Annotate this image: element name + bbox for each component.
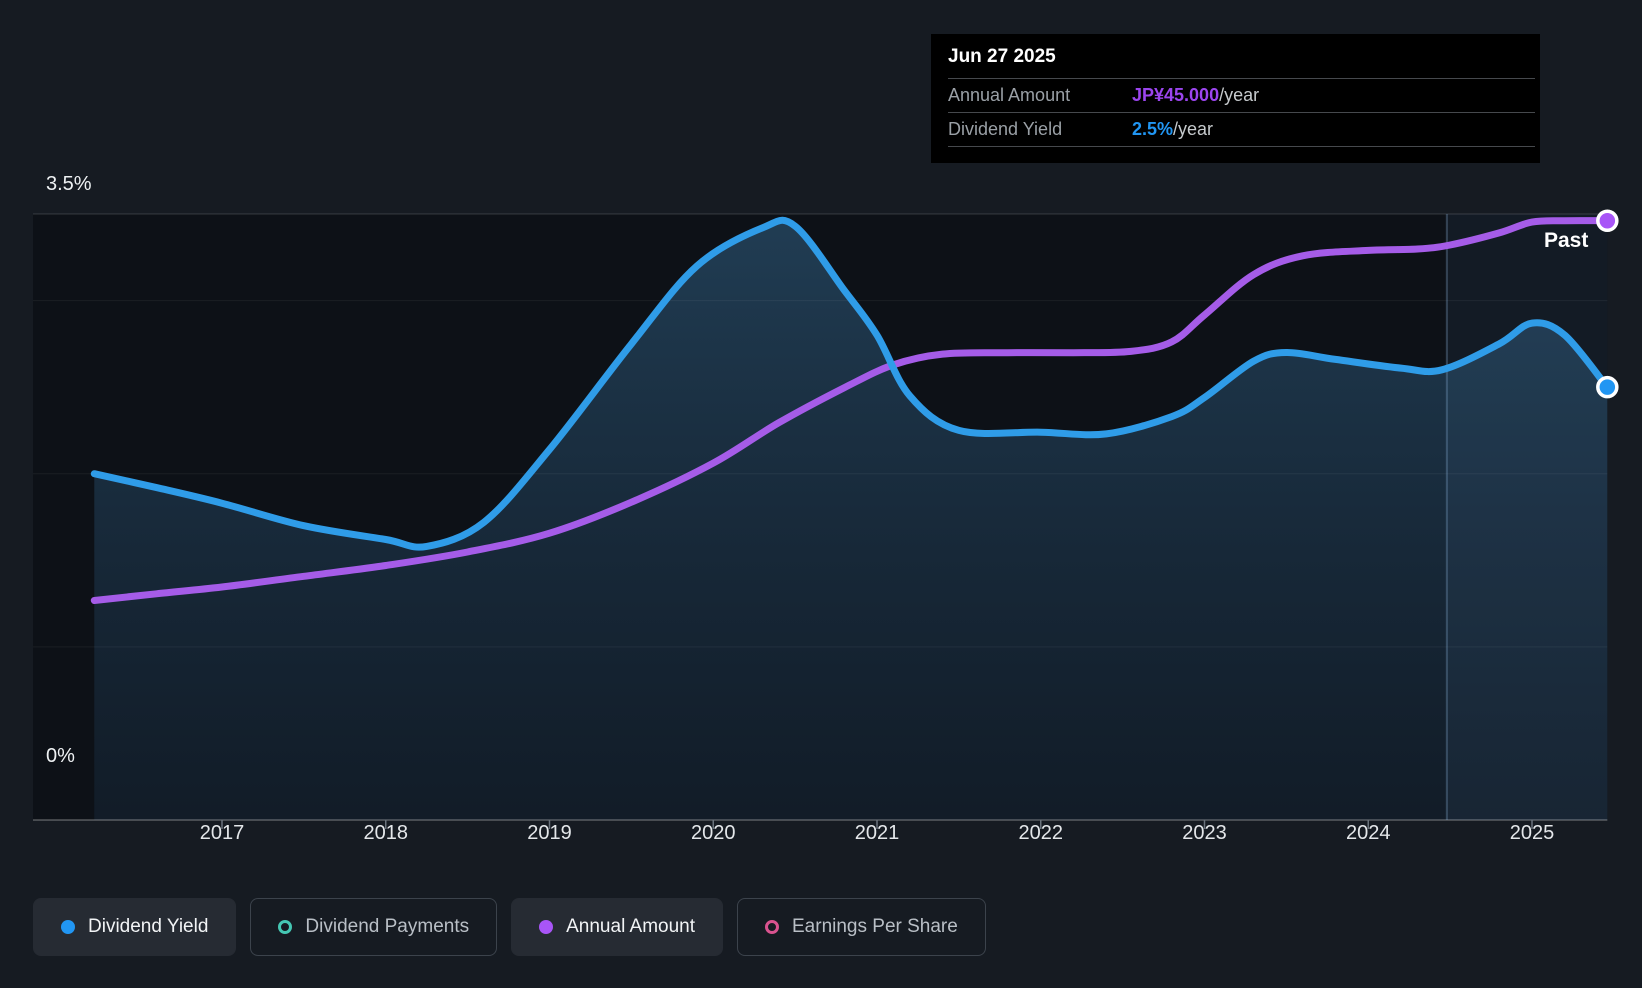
legend-button-earnings-per-share[interactable]: Earnings Per Share	[737, 898, 986, 956]
legend-button-dividend-payments[interactable]: Dividend Payments	[250, 898, 498, 956]
dividend-yield-dot-icon	[61, 920, 75, 934]
tooltip-row-unit: /year	[1219, 85, 1260, 105]
legend-label: Earnings Per Share	[792, 916, 958, 937]
dividend-yield-area	[94, 220, 1608, 820]
tooltip-row-unit: /year	[1173, 119, 1214, 139]
annual-amount-dot-icon	[539, 920, 554, 934]
past-annotation: Past	[1544, 229, 1589, 252]
chart-tooltip: Jun 27 2025 Annual Amount JP¥45.000/year D…	[931, 34, 1540, 163]
legend-label: Annual Amount	[566, 916, 695, 937]
tooltip-row-label: Dividend Yield	[948, 119, 1063, 139]
legend-button-annual-amount[interactable]: Annual Amount	[511, 898, 723, 956]
tooltip-row: Annual Amount JP¥45.000/year	[948, 78, 1535, 112]
legend-label: Dividend Yield	[88, 916, 209, 937]
gridlines	[33, 213, 1608, 821]
x-axis-ticks	[221, 820, 1533, 829]
annual-amount-line	[90, 217, 1611, 604]
dividend-payments-dot-icon	[278, 920, 293, 934]
legend: Dividend Yield Dividend Payments Annual Am…	[33, 898, 986, 956]
tooltip-row-value: JP¥45.000	[1132, 85, 1220, 105]
y-axis-max-label: 3.5%	[46, 173, 92, 195]
annual-amount-end-marker	[1596, 209, 1619, 232]
dividend-yield-line	[90, 216, 1611, 551]
legend-button-dividend-yield[interactable]: Dividend Yield	[33, 898, 237, 956]
tooltip-row: Dividend Yield 2.5%/year	[948, 112, 1535, 146]
tooltip-row-value: 2.5%	[1132, 119, 1174, 139]
legend-label: Dividend Payments	[305, 916, 470, 937]
dividend-yield-end-marker	[1596, 375, 1619, 399]
tooltip-date: Jun 27 2025	[948, 46, 1056, 67]
y-axis-min-label: 0%	[46, 745, 75, 767]
past-highlight-band	[1446, 214, 1608, 820]
tooltip-row-label: Annual Amount	[948, 85, 1071, 105]
earnings-per-share-dot-icon	[765, 920, 779, 934]
